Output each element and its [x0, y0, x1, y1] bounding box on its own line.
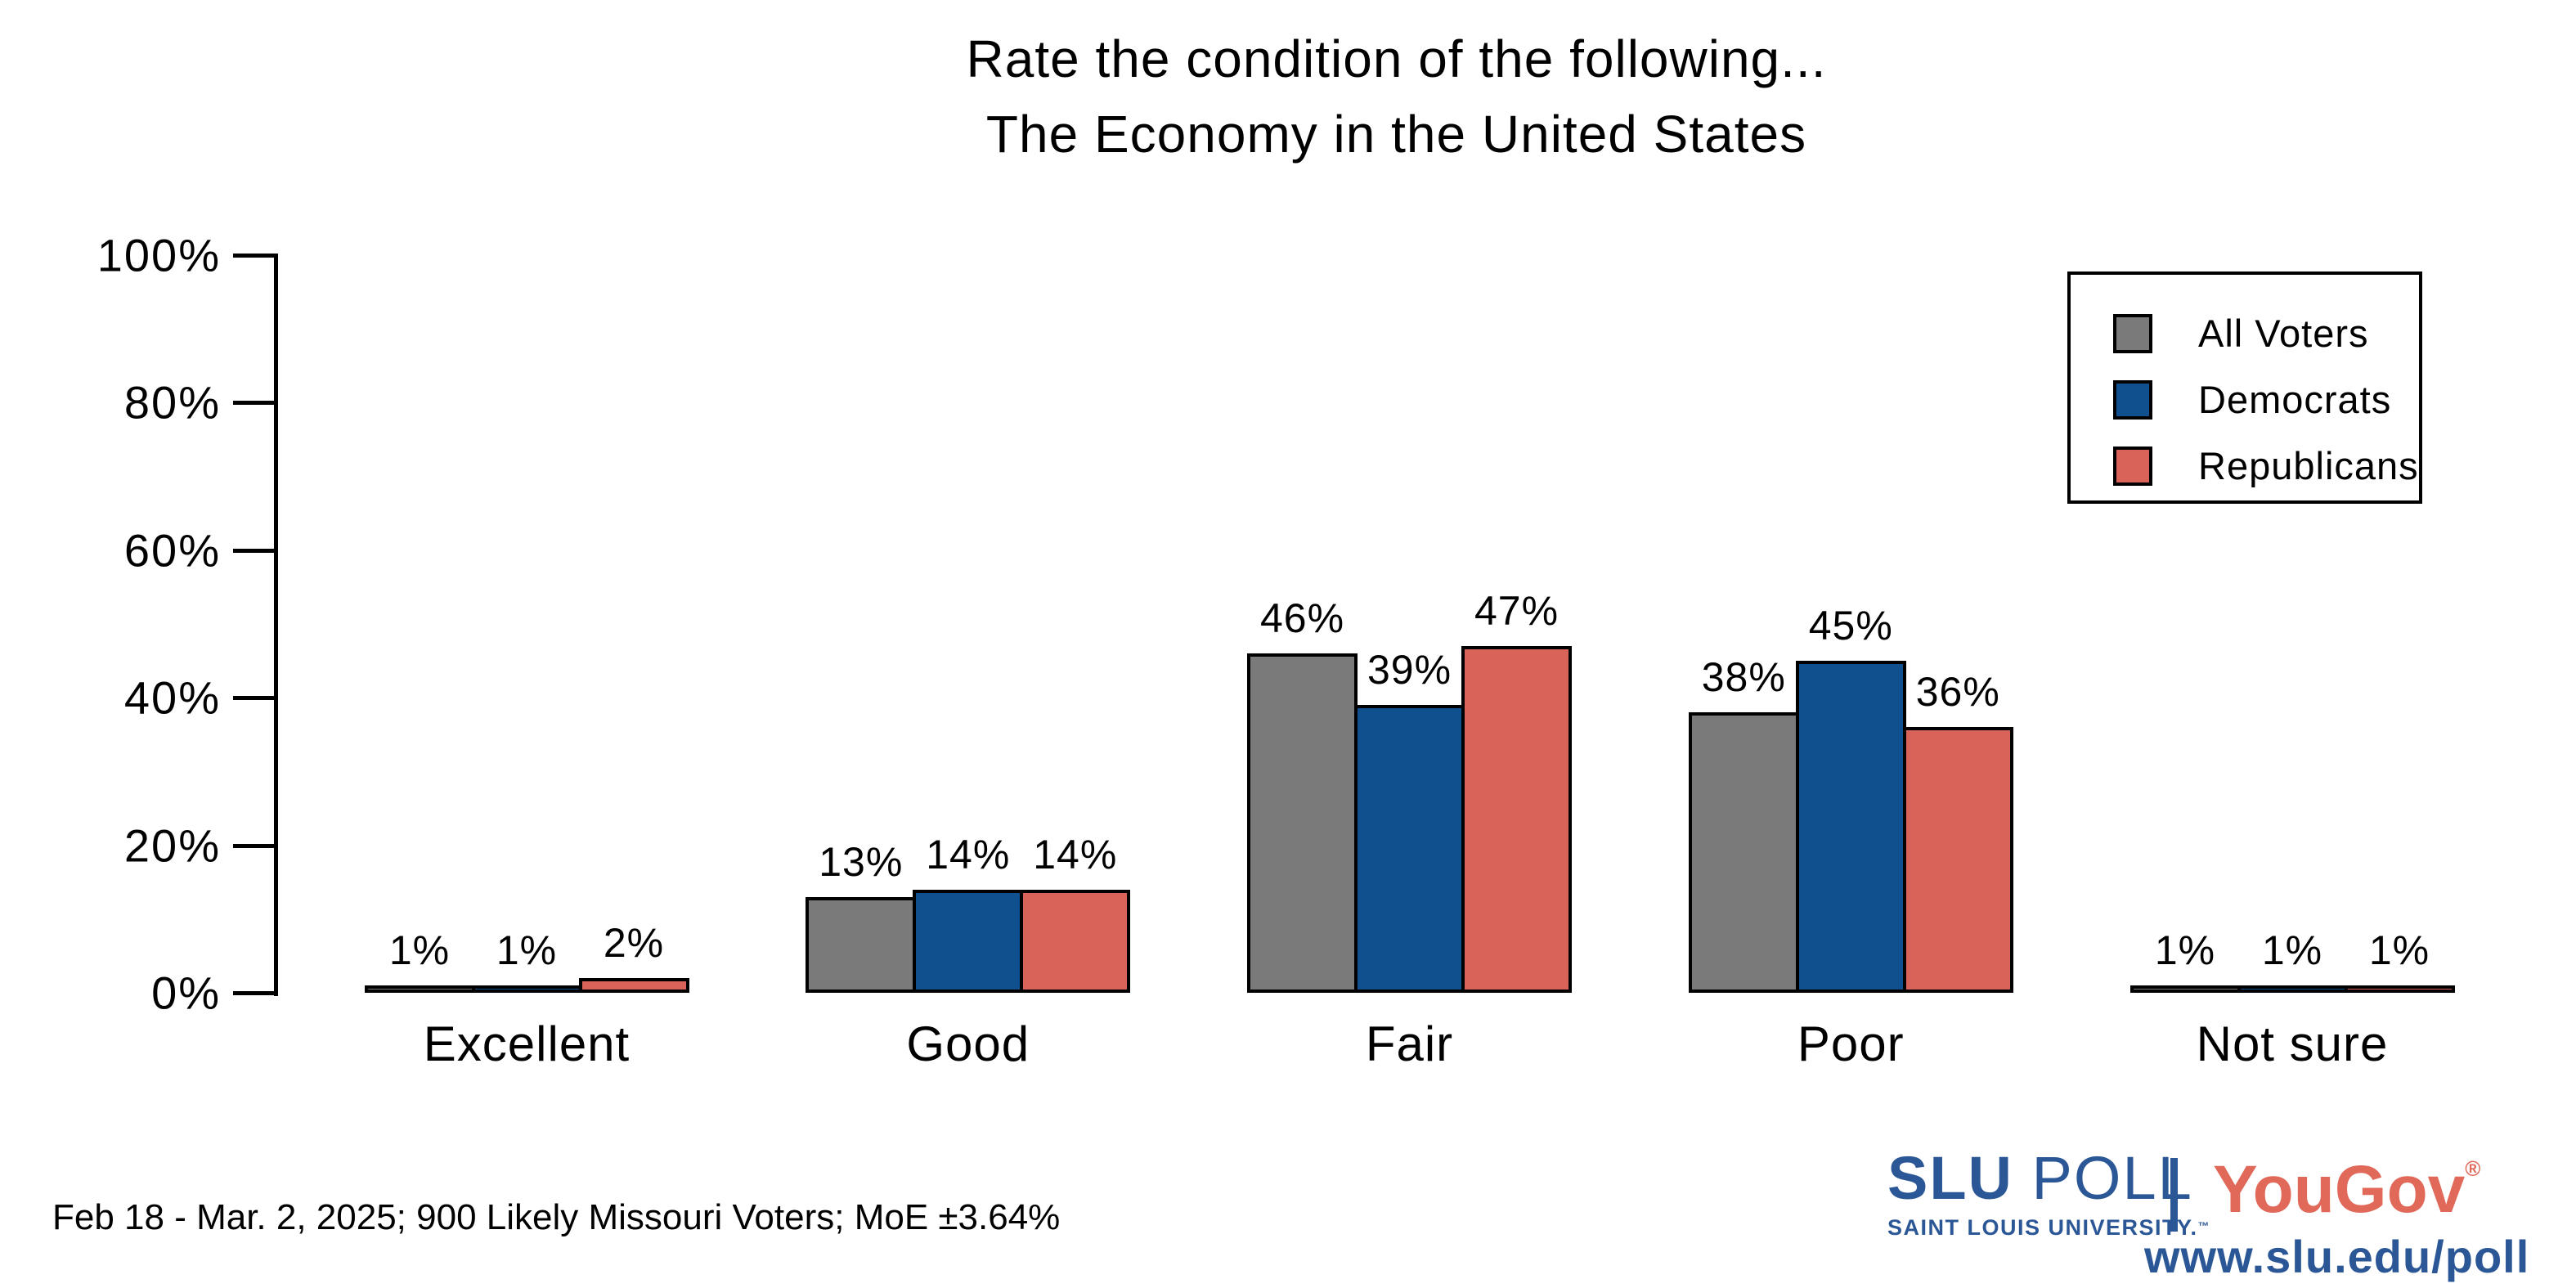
registered-symbol: ®	[2465, 1156, 2481, 1181]
slu-poll-wordmark: SLU POLL	[1887, 1148, 2210, 1209]
legend-label: All Voters	[2198, 312, 2369, 355]
legend-box: All Voters Democrats Republicans	[2067, 272, 2422, 504]
bar-all-voters-good	[806, 896, 917, 993]
bar-column: 14%	[913, 255, 1024, 993]
y-tick-mark	[233, 696, 274, 701]
category-label: Excellent	[423, 1016, 631, 1071]
value-label: 1%	[496, 927, 558, 973]
y-tick-mark	[233, 401, 274, 406]
yougov-wordmark-text: YouGov	[2213, 1152, 2466, 1227]
slu-poll-url: www.slu.edu/poll	[2144, 1231, 2530, 1282]
value-label: 45%	[1808, 603, 1893, 649]
value-label: 14%	[926, 831, 1011, 877]
value-label: 36%	[1915, 669, 2000, 716]
bar-group-good: 13% 14% 14% Good	[802, 255, 1134, 1071]
bar-column: 2%	[578, 255, 689, 993]
bar-column: 1%	[2344, 255, 2455, 993]
bar-republicans-not-sure	[2344, 985, 2455, 993]
bar-all-voters-not-sure	[2129, 985, 2241, 993]
bar-column: 39%	[1354, 255, 1465, 993]
bar-group-fair: 46% 39% 47% Fair	[1244, 255, 1576, 1071]
y-tick-mark	[233, 548, 274, 553]
bar-column: 46%	[1247, 255, 1358, 993]
slu-university-text: SAINT LOUIS UNIVERSITY.™	[1887, 1215, 2210, 1241]
bar-column: 14%	[1020, 255, 1131, 993]
methodology-note: Feb 18 - Mar. 2, 2025; 900 Likely Missou…	[52, 1197, 1061, 1237]
y-tick-label: 0%	[151, 967, 221, 1019]
bar-group-not-sure: 1% 1% 1% Not sure	[2126, 255, 2458, 1071]
value-label: 47%	[1474, 588, 1560, 635]
y-tick-mark	[233, 991, 274, 995]
bar-column: 1%	[471, 255, 582, 993]
legend-item-democrats: Democrats	[2113, 377, 2419, 422]
trademark-symbol: ™	[2197, 1219, 2211, 1232]
y-tick-mark	[233, 254, 274, 258]
chart-title: Rate the condition of the following... T…	[274, 21, 2519, 172]
plot-area: 1% 1% 2% Excellent 13% 14% 14% Good 46% 39% 47% Fai…	[97, 230, 2519, 1071]
legend-swatch	[2113, 446, 2152, 486]
y-tick-label: 40%	[123, 671, 221, 724]
bar-all-voters-poor	[1688, 712, 1799, 993]
category-label: Not sure	[2196, 1016, 2389, 1071]
bar-republicans-excellent	[578, 977, 689, 993]
value-label: 38%	[1701, 654, 1786, 701]
bar-column: 36%	[1902, 255, 2013, 993]
bar-column: 13%	[806, 255, 917, 993]
category-label: Fair	[1365, 1016, 1454, 1071]
bar-all-voters-excellent	[364, 985, 475, 993]
bar-group-excellent: 1% 1% 2% Excellent	[361, 255, 693, 1071]
bar-republicans-fair	[1461, 646, 1572, 993]
y-tick-label: 80%	[123, 376, 221, 429]
bar-column: 47%	[1461, 255, 1572, 993]
value-label: 1%	[2368, 927, 2430, 973]
category-label: Poor	[1797, 1016, 1905, 1071]
y-tick-label: 20%	[123, 819, 221, 872]
legend-item-all-voters: All Voters	[2113, 311, 2419, 356]
value-label: 13%	[819, 838, 904, 885]
y-tick-mark	[233, 843, 274, 848]
legend-swatch	[2113, 379, 2152, 420]
y-tick-label: 100%	[96, 229, 221, 281]
y-tick-label: 60%	[123, 524, 221, 577]
logo-divider	[2170, 1158, 2178, 1232]
bar-column: 38%	[1688, 255, 1799, 993]
bar-all-voters-fair	[1247, 653, 1358, 993]
category-label: Good	[906, 1016, 1030, 1071]
slu-poll-logo: SLU POLL SAINT LOUIS UNIVERSITY.™	[1887, 1148, 2210, 1241]
bar-group-poor: 38% 45% 36% Poor	[1685, 255, 2017, 1071]
value-label: 14%	[1033, 831, 1118, 877]
value-label: 39%	[1367, 647, 1452, 693]
chart-title-line2: The Economy in the United States	[985, 105, 1807, 164]
legend-label: Republicans	[2198, 444, 2419, 487]
slu-wordmark-text: SLU	[1887, 1144, 2013, 1212]
y-axis-spine	[274, 254, 278, 996]
chart-title-line1: Rate the condition of the following...	[966, 29, 1827, 88]
bar-democrats-fair	[1354, 705, 1465, 993]
value-label: 46%	[1259, 595, 1345, 642]
bar-groups-container: 1% 1% 2% Excellent 13% 14% 14% Good 46% 39% 47% Fai…	[274, 255, 2519, 1071]
bar-democrats-not-sure	[2237, 985, 2348, 993]
bar-democrats-excellent	[471, 985, 582, 993]
bar-republicans-poor	[1902, 727, 2013, 993]
bar-republicans-good	[1020, 889, 1131, 993]
slu-university-label: SAINT LOUIS UNIVERSITY.	[1887, 1215, 2198, 1240]
bar-column: 1%	[364, 255, 475, 993]
bar-democrats-poor	[1795, 661, 1906, 993]
legend-item-republicans: Republicans	[2113, 443, 2419, 488]
bar-column: 45%	[1795, 255, 1906, 993]
value-label: 1%	[388, 927, 451, 973]
value-label: 2%	[603, 919, 665, 966]
bar-column: 1%	[2237, 255, 2348, 993]
bar-democrats-good	[913, 889, 1024, 993]
value-label: 1%	[2261, 927, 2323, 973]
yougov-logo: YouGov®	[2213, 1151, 2480, 1228]
poll-wordmark-text: POLL	[2013, 1144, 2193, 1212]
bar-column: 1%	[2129, 255, 2241, 993]
legend-swatch	[2113, 313, 2152, 353]
value-label: 1%	[2154, 927, 2216, 973]
legend-label: Democrats	[2198, 378, 2392, 421]
